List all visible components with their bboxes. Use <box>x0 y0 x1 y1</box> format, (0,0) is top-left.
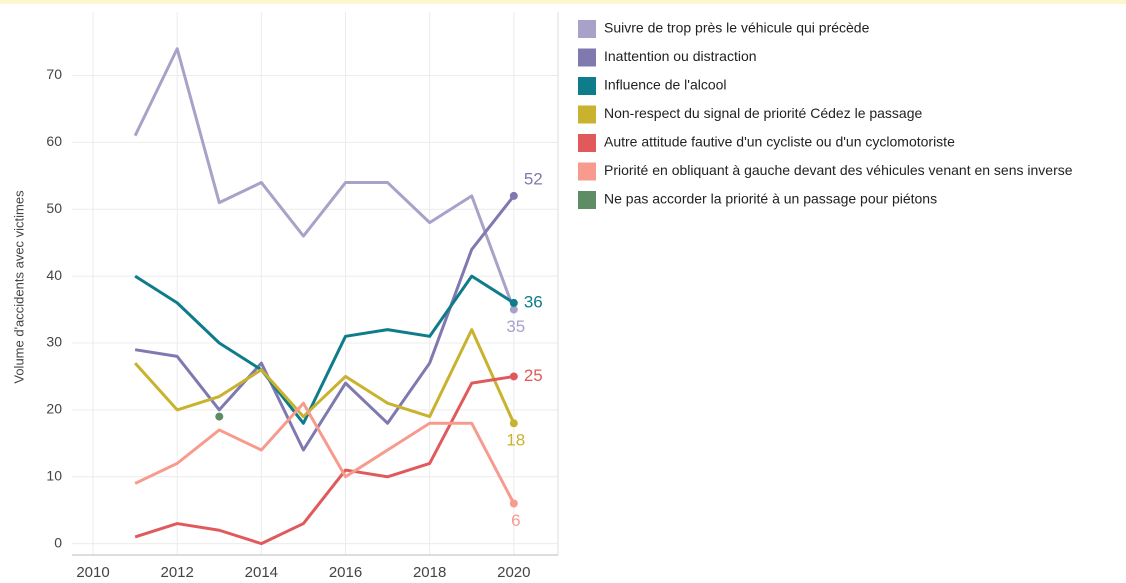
legend-swatch <box>578 77 596 95</box>
x-tick-label: 2010 <box>76 564 109 581</box>
y-tick-label: 40 <box>46 267 62 283</box>
legend-label: Influence de l'alcool <box>604 77 727 93</box>
series-line <box>134 401 516 505</box>
legend-label: Autre attitude fautive d'un cycliste ou … <box>604 134 955 150</box>
end-point <box>509 298 518 307</box>
y-tick-label: 30 <box>46 334 62 350</box>
x-tick-label: 2020 <box>497 564 530 581</box>
end-point <box>215 412 224 421</box>
legend-swatch <box>578 134 596 152</box>
end-label: 52 <box>524 169 543 188</box>
legend-label: Non-respect du signal de priorité Cédez … <box>604 105 923 121</box>
series-line <box>133 47 516 311</box>
y-tick-label: 0 <box>54 534 62 550</box>
series-line <box>134 328 516 424</box>
end-label: 35 <box>506 317 525 336</box>
end-label: 25 <box>524 366 543 385</box>
series-line <box>134 374 515 546</box>
y-tick-label: 60 <box>46 133 62 149</box>
end-point <box>509 305 518 314</box>
y-tick-label: 50 <box>46 200 62 216</box>
legend-label: Ne pas accorder la priorité à un passage… <box>604 191 937 207</box>
x-tick-label: 2016 <box>329 564 362 581</box>
x-tick-label: 2018 <box>413 564 446 581</box>
y-tick-label: 10 <box>46 467 62 483</box>
y-tick-label: 70 <box>46 66 62 82</box>
end-point <box>509 499 518 508</box>
end-point <box>509 372 518 381</box>
end-label: 18 <box>506 431 525 450</box>
legend-label: Inattention ou distraction <box>604 48 757 64</box>
x-tick-label: 2012 <box>161 564 194 581</box>
top-banner <box>0 0 1126 4</box>
series-line <box>134 274 515 425</box>
legend-swatch <box>578 48 596 67</box>
y-tick-label: 20 <box>46 401 62 417</box>
legend-swatch <box>578 191 596 209</box>
legend-label: Priorité en obliquant à gauche devant de… <box>604 162 1073 178</box>
legend-swatch <box>578 20 596 38</box>
end-label: 6 <box>511 511 520 530</box>
y-axis-label: Volume d'accidents avec victimes <box>11 190 26 384</box>
end-label: 36 <box>524 292 543 311</box>
legend-swatch <box>578 105 596 124</box>
legend-label: Suivre de trop près le véhicule qui préc… <box>604 20 870 36</box>
end-point <box>509 419 518 428</box>
x-tick-label: 2014 <box>245 564 278 581</box>
legend-swatch <box>578 162 596 181</box>
end-point <box>509 191 518 200</box>
